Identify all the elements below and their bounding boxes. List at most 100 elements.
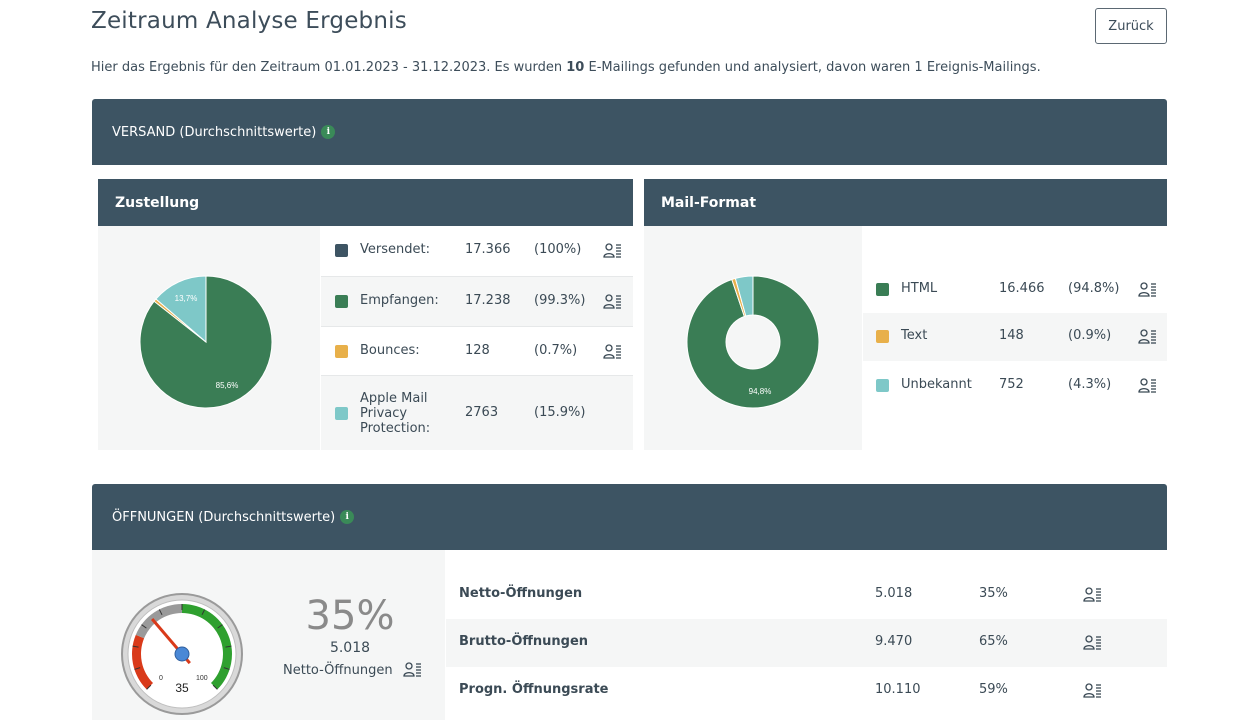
zustellung-pie-chart: 85,6% 13,7%	[139, 275, 273, 409]
mailformat-row-percent: (0.9%)	[1068, 328, 1112, 343]
mailformat-panel-header: Mail-Format	[644, 179, 1167, 226]
person-list-icon[interactable]	[1138, 329, 1157, 344]
oeffnungen-row-label: Progn. Öffnungsrate	[459, 682, 609, 697]
gauge-tick	[225, 645, 232, 648]
zustellung-row-percent: (15.9%)	[534, 404, 586, 420]
zustellung-row-percent: (99.3%)	[534, 293, 586, 308]
oeffnungen-row-value: 9.470	[875, 634, 913, 649]
intro-suffix: E-Mailings gefunden und analysiert, davo…	[584, 60, 1041, 75]
oeffnungen-row-percent: 35%	[979, 586, 1008, 601]
mailformat-title: Mail-Format	[661, 194, 757, 211]
zustellung-pie-label: 85,6%	[216, 381, 239, 390]
person-list-icon[interactable]	[1083, 635, 1102, 650]
mailformat-row-value: 148	[999, 328, 1024, 343]
legend-swatch	[335, 344, 348, 358]
legend-swatch	[876, 379, 889, 392]
gauge-tick	[141, 624, 147, 629]
mailformat-donut-slice	[686, 275, 820, 409]
zustellung-row-value: 17.366	[465, 242, 511, 257]
zustellung-chart-area: 85,6% 13,7%	[98, 226, 320, 450]
person-list-icon[interactable]	[1138, 282, 1157, 297]
gauge-tick	[212, 684, 218, 690]
mailformat-row: HTML 16.466 (94.8%)	[863, 266, 1167, 314]
gauge-hub	[174, 646, 190, 662]
oeffnungen-row-value: 10.110	[875, 682, 921, 697]
label-line: Apple Mail	[360, 390, 428, 406]
zustellung-row-value: 17.238	[465, 293, 511, 308]
gauge-band-grey	[135, 604, 182, 639]
zustellung-pie-slice	[155, 275, 207, 344]
person-list-icon[interactable]	[403, 662, 422, 677]
gauge-tick	[132, 645, 139, 648]
legend-swatch	[335, 295, 348, 308]
zustellung-row-label: Versendet:	[360, 242, 430, 257]
zustellung-row-value: 2763	[465, 404, 499, 420]
versand-header-label: VERSAND (Durchschnittswerte)	[112, 124, 317, 140]
intro-prefix: Hier das Ergebnis für den Zeitraum 01.01…	[91, 60, 567, 75]
oeffnungen-row-percent: 65%	[979, 634, 1008, 649]
mailformat-donut-chart: 94,8%	[686, 275, 820, 409]
gauge-value-label: 35	[175, 681, 189, 695]
zustellung-row-label: Apple Mail Privacy Protection:	[360, 391, 430, 436]
label-line: Protection:	[360, 420, 431, 436]
zustellung-row: Apple Mail Privacy Protection: 2763 (15.9%)	[321, 375, 633, 450]
zustellung-row: Empfangen: 17.238 (99.3%)	[321, 276, 633, 326]
opening-rate-gauge: 0 100 35	[121, 593, 243, 715]
zustellung-row-label: Empfangen:	[360, 293, 439, 308]
info-icon[interactable]: i	[340, 510, 355, 524]
person-list-icon[interactable]	[603, 294, 622, 309]
gauge-caption: Netto-Öffnungen	[283, 662, 422, 678]
oeffnungen-table: Netto-Öffnungen 5.018 35% Brutto-Öffnungen 9…	[446, 571, 1167, 720]
mailformat-table: HTML 16.466 (94.8%) Text 148 (0.9%) Unbekannt 7…	[863, 226, 1167, 450]
person-list-icon[interactable]	[1083, 587, 1102, 602]
page-title: Zeitraum Analyse Ergebnis	[91, 8, 407, 34]
person-list-icon[interactable]	[603, 343, 622, 359]
oeffnungen-row-value: 5.018	[875, 586, 913, 601]
intro-count: 10	[566, 60, 585, 75]
person-list-icon[interactable]	[603, 243, 622, 258]
oeffnungen-header-label: ÖFFNUNGEN (Durchschnittswerte)	[112, 509, 336, 525]
gauge-count-text: 5.018	[329, 640, 371, 656]
legend-swatch	[335, 406, 348, 420]
mailformat-row-label: Unbekannt	[901, 377, 972, 392]
zustellung-pie-label: 13,7%	[175, 294, 198, 303]
oeffnungen-row-label: Brutto-Öffnungen	[459, 634, 589, 649]
gauge-band-red	[132, 634, 154, 690]
gauge-tick	[158, 609, 163, 616]
mailformat-donut-slice	[734, 275, 754, 317]
gauge-min-label: 0	[159, 675, 163, 682]
legend-swatch	[335, 244, 348, 257]
mailformat-row-label: Text	[901, 328, 928, 343]
zustellung-row-label: Bounces:	[360, 342, 420, 358]
intro-text: Hier das Ergebnis für den Zeitraum 01.01…	[91, 60, 1041, 75]
zustellung-table: Versendet: 17.366 (100%) Empfangen: 17.238 (9…	[321, 226, 633, 450]
oeffnungen-row: Progn. Öffnungsrate 10.110 59%	[446, 667, 1167, 715]
gauge-area: 0 100 35	[92, 550, 445, 720]
gauge-caption-text: Netto-Öffnungen	[283, 663, 393, 678]
oeffnungen-row-label: Netto-Öffnungen	[459, 586, 583, 601]
zustellung-panel-header: Zustellung	[98, 179, 633, 226]
mailformat-row-value: 752	[999, 377, 1024, 392]
oeffnungen-row: Netto-Öffnungen 5.018 35%	[446, 571, 1167, 619]
oeffnungen-section-header: ÖFFNUNGEN (Durchschnittswerte) i	[92, 484, 1167, 550]
zustellung-title: Zustellung	[115, 194, 200, 211]
info-icon[interactable]: i	[321, 125, 336, 139]
gauge-tick	[201, 609, 206, 616]
zustellung-row-value: 128	[465, 342, 490, 358]
mailformat-donut-label: 94,8%	[749, 387, 772, 396]
person-list-icon[interactable]	[1138, 378, 1157, 393]
oeffnungen-row-percent: 59%	[979, 682, 1008, 697]
gauge-tick	[217, 624, 223, 629]
zustellung-row-percent: (0.7%)	[534, 342, 578, 358]
mailformat-row-percent: (94.8%)	[1068, 281, 1120, 296]
mailformat-row-percent: (4.3%)	[1068, 377, 1112, 392]
legend-swatch	[876, 330, 889, 343]
legend-swatch	[876, 283, 889, 296]
versand-section-header: VERSAND (Durchschnittswerte) i	[92, 99, 1167, 165]
mailformat-row-label: HTML	[901, 281, 938, 296]
person-list-icon[interactable]	[1083, 683, 1102, 698]
back-button[interactable]: Zurück	[1095, 8, 1167, 44]
zustellung-row-percent: (100%)	[534, 242, 582, 257]
label-line: Privacy	[360, 405, 408, 421]
zustellung-row: Versendet: 17.366 (100%)	[321, 226, 633, 276]
